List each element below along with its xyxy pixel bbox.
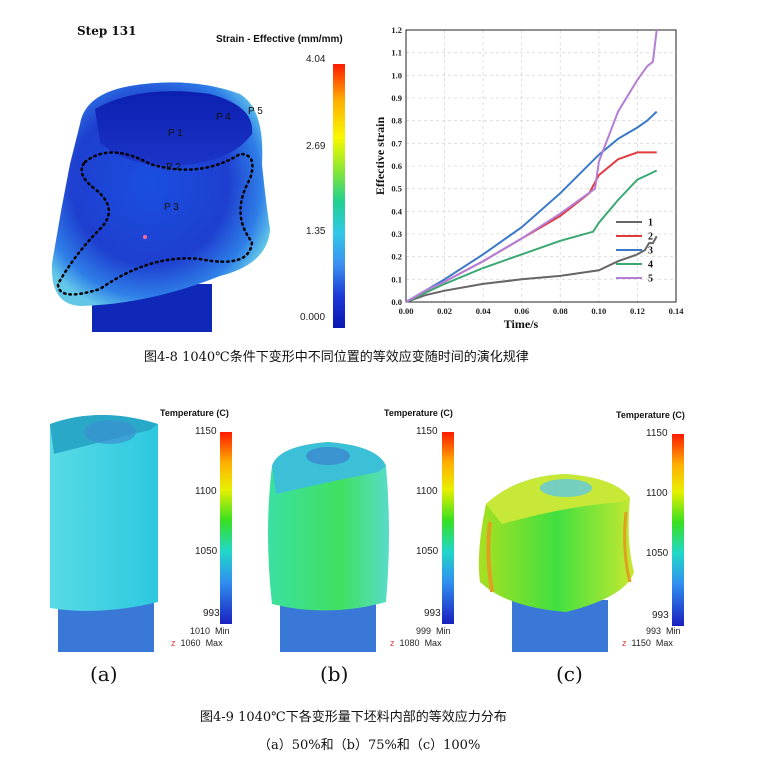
strain-tick-min: 0.000 (300, 312, 326, 323)
billet-image-b (268, 442, 389, 652)
x-tick-label: 0.10 (591, 306, 606, 316)
y-tick-label: 0.6 (391, 161, 402, 171)
step-label: Step 131 (77, 24, 137, 38)
temp-legend-title-a: Temperature (C) (160, 408, 229, 418)
temp-max-b: z 1080 Max (390, 638, 442, 648)
temp-min-a: 1010 Min (190, 626, 230, 636)
strain-tick-3: 1.35 (306, 226, 326, 237)
figure-4-9-subcaption: （a）50%和（b）75%和（c）100% (258, 738, 481, 753)
y-axis-label: Effective strain (373, 117, 387, 196)
legend-label-4: 4 (648, 260, 653, 271)
temp-min-b: 999 Min (416, 626, 451, 636)
y-tick-label: 0.2 (391, 252, 402, 262)
figure-4-8-caption: 图4-8 1040℃条件下变形中不同位置的等效应变随时间的演化规律 (144, 350, 529, 365)
strain-simulation-panel: Step 131 P 1 P 2 P 3 P 4 P 5 Strain - Ef… (40, 14, 370, 332)
panel-label-a: (a) (90, 662, 118, 686)
y-tick-label: 0.5 (391, 184, 402, 194)
temp-legend-title-c: Temperature (C) (616, 410, 685, 420)
temp-tick-c-1050: 1050 (646, 548, 669, 559)
y-tick-label: 0.0 (391, 297, 402, 307)
temp-tick-b-993: 993 (424, 608, 441, 619)
point-label-p2: P 2 (166, 162, 181, 173)
y-tick-label: 0.3 (391, 229, 402, 239)
temp-tick-c-1100: 1100 (646, 488, 668, 499)
x-tick-label: 0.08 (553, 306, 568, 316)
x-tick-label: 0.00 (399, 306, 414, 316)
series-line-5 (405, 29, 658, 303)
point-label-p3: P 3 (164, 202, 179, 213)
temperature-panel-b: Temperature (C) 1150 1100 1050 993 999 M… (258, 402, 478, 652)
point-label-p4: P 4 (216, 112, 231, 123)
series-line-4 (405, 169, 658, 303)
series-line-3 (405, 110, 658, 303)
point-label-p1: P 1 (168, 128, 183, 139)
point-label-p5: P 5 (248, 106, 263, 117)
y-tick-label: 0.9 (391, 93, 402, 103)
x-tick-label: 0.14 (669, 306, 685, 316)
panel-label-b: (b) (320, 662, 349, 686)
temp-tick-a-1050: 1050 (195, 546, 218, 557)
x-tick-label: 0.04 (476, 306, 492, 316)
y-tick-label: 1.2 (391, 25, 402, 35)
y-tick-label: 1.1 (391, 48, 402, 58)
y-tick-label: 0.7 (391, 138, 402, 148)
y-tick-label: 0.8 (391, 116, 402, 126)
legend-label-3: 3 (648, 246, 653, 257)
temp-max-c: z 1150 Max (622, 638, 673, 648)
strain-tick-max: 4.04 (306, 54, 326, 65)
temp-colorbar-b (442, 432, 454, 624)
x-tick-label: 0.12 (630, 306, 645, 316)
temp-tick-b-1050: 1050 (416, 546, 439, 557)
strain-legend-title: Strain - Effective (mm/mm) (216, 34, 343, 45)
temp-tick-a-1150: 1150 (195, 426, 217, 437)
x-axis-label: Time/s (504, 317, 539, 331)
legend-label-1: 1 (648, 218, 653, 229)
effective-strain-chart: 0.0 0.1 0.2 0.3 0.4 0.5 0.6 0.7 0.8 0.9 1.0 1.1 1.2 0… (373, 25, 685, 331)
y-tick-label: 0.1 (391, 274, 402, 284)
temp-legend-title-b: Temperature (C) (384, 408, 453, 418)
x-tick-label: 0.06 (514, 306, 529, 316)
legend-label-2: 2 (648, 232, 653, 243)
temp-colorbar-c (672, 434, 684, 626)
temp-max-a: z 1060 Max (171, 638, 223, 648)
y-tick-label: 1.0 (391, 70, 402, 80)
temp-tick-a-993: 993 (203, 608, 220, 619)
temp-tick-b-1150: 1150 (416, 426, 438, 437)
figure-4-9-caption: 图4-9 1040℃下各变形量下坯料内部的等效应力分布 (200, 710, 507, 725)
temp-tick-c-993: 993 (652, 610, 669, 621)
plot-frame (405, 29, 677, 303)
billet-image-c (478, 474, 634, 652)
series-line-1 (405, 235, 658, 303)
temperature-panel-c: Temperature (C) 1150 1100 1050 993 993 M… (476, 402, 696, 652)
temperature-panel-a: Temperature (C) 1150 1100 1050 993 1010 … (40, 402, 260, 652)
strain-contour-image (51, 82, 270, 332)
panel-label-c: (c) (556, 662, 583, 686)
y-tick-label: 0.4 (391, 206, 402, 216)
temp-tick-b-1100: 1100 (416, 486, 438, 497)
x-tick-label: 0.02 (437, 306, 452, 316)
temp-colorbar-a (220, 432, 232, 624)
temp-tick-c-1150: 1150 (646, 428, 668, 439)
legend-label-5: 5 (648, 274, 653, 285)
billet-image-a (50, 415, 158, 652)
temp-min-c: 993 Min (646, 626, 681, 636)
strain-tick-2: 2.69 (306, 141, 326, 152)
temp-tick-a-1100: 1100 (195, 486, 217, 497)
strain-colorbar (333, 64, 345, 328)
